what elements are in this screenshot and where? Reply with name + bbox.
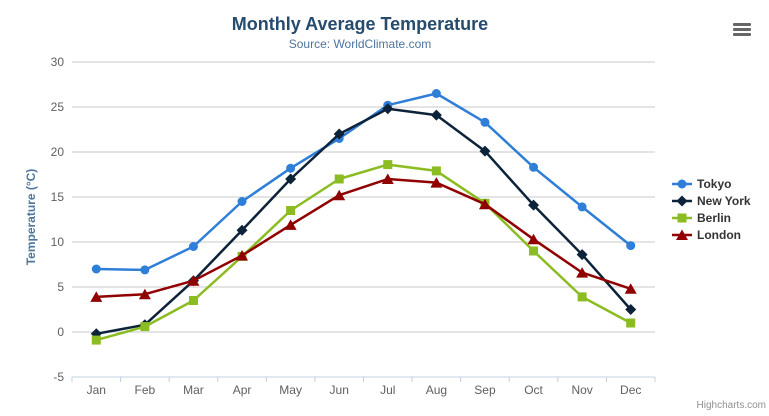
diamond-marker [430, 109, 442, 121]
square-marker [140, 322, 150, 332]
legend-item-new-york[interactable]: New York [672, 192, 751, 209]
x-axis-label: Aug [426, 383, 447, 397]
circle-marker [431, 89, 441, 98]
square-marker [286, 206, 296, 215]
diamond-marker [382, 103, 394, 115]
y-axis-label: -5 [53, 370, 64, 384]
x-axis-label: Jul [380, 383, 395, 397]
diamond-legend-marker-icon [672, 195, 692, 206]
chart-subtitle: Source: WorldClimate.com [288, 37, 432, 51]
y-axis-label: 30 [51, 55, 65, 69]
y-axis-label: 15 [51, 190, 65, 204]
series-line-berlin[interactable] [95, 163, 632, 342]
y-axis-label: 10 [51, 235, 65, 249]
triangle-marker [576, 267, 589, 278]
chart-title: Monthly Average Temperature [231, 14, 489, 34]
diamond-marker [528, 199, 540, 211]
diamond-marker [236, 224, 248, 236]
circle-marker [529, 162, 539, 172]
square-marker [529, 246, 539, 256]
x-axis-label: Nov [571, 383, 592, 397]
x-axis-label: Mar [183, 383, 204, 397]
legend-item-berlin[interactable]: Berlin [672, 209, 751, 226]
circle-marker [91, 264, 101, 274]
circle-marker [677, 179, 687, 188]
series-line-tokyo[interactable] [96, 92, 632, 272]
series-line-london[interactable] [96, 177, 632, 299]
diamond-marker [333, 128, 345, 140]
x-axis-label: Apr [233, 383, 252, 397]
triangle-marker [478, 198, 491, 210]
triangle-marker [90, 291, 103, 302]
triangle-marker [187, 275, 200, 286]
square-marker [677, 213, 687, 222]
circle-legend-marker-icon [672, 179, 692, 188]
square-marker [383, 160, 393, 170]
y-axis-label: 20 [51, 145, 65, 159]
circle-marker [188, 242, 198, 251]
circle-marker [577, 202, 587, 212]
legend-label: Tokyo [697, 176, 732, 191]
diamond-marker [676, 195, 688, 206]
square-marker [334, 174, 344, 184]
triangle-marker [236, 250, 249, 261]
legend-item-london[interactable]: London [672, 226, 751, 243]
triangle-marker [381, 173, 394, 184]
circle-marker [286, 163, 296, 173]
triangle-marker [527, 233, 540, 245]
triangle-legend-marker-icon [672, 229, 692, 240]
square-marker [91, 335, 101, 345]
legend-item-tokyo[interactable]: Tokyo [672, 175, 751, 192]
triangle-marker [624, 283, 637, 294]
x-axis-label: May [279, 383, 302, 397]
square-legend-marker-icon [672, 213, 692, 222]
square-marker [626, 318, 636, 328]
y-axis-title: Temperature (°C) [24, 168, 38, 266]
y-axis-label: 25 [51, 100, 65, 114]
x-axis-label: Jan [87, 383, 106, 397]
circle-marker [237, 197, 247, 206]
circle-marker [626, 241, 636, 251]
triangle-marker [138, 288, 151, 300]
square-marker [188, 296, 198, 305]
triangle-marker [430, 177, 443, 188]
x-axis-label: Feb [135, 383, 156, 397]
y-axis-label: 5 [57, 280, 64, 294]
diamond-marker [285, 173, 297, 185]
triangle-marker [676, 229, 688, 240]
triangle-marker [333, 189, 346, 201]
square-marker [577, 292, 587, 302]
legend-label: New York [697, 193, 751, 208]
x-axis-label: Sep [474, 383, 496, 397]
circle-marker [140, 265, 150, 275]
y-axis-label: 0 [57, 325, 64, 339]
x-axis-label: Jun [330, 383, 349, 397]
x-axis-label: Dec [620, 383, 641, 397]
triangle-marker [284, 219, 297, 230]
diamond-marker [625, 304, 637, 315]
legend-label: London [697, 227, 741, 242]
diamond-marker [479, 145, 491, 157]
credits-link[interactable]: Highcharts.com [696, 400, 766, 411]
circle-marker [480, 117, 490, 127]
legend-label: Berlin [697, 210, 732, 225]
x-axis-label: Oct [524, 383, 543, 397]
legend: Tokyo New York Berlin London [672, 175, 751, 243]
diamond-marker [576, 249, 588, 261]
square-marker [431, 166, 441, 176]
series-line-new-york[interactable] [96, 107, 632, 336]
hamburger-menu-icon[interactable] [730, 18, 754, 40]
